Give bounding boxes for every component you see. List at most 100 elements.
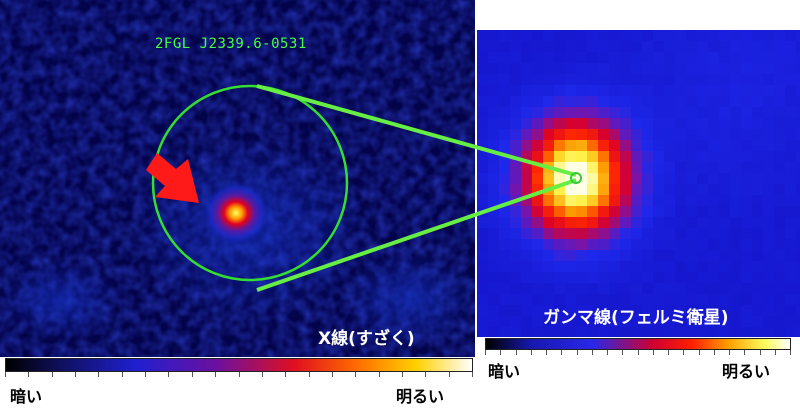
gamma-pixel bbox=[587, 41, 598, 52]
gamma-pixel bbox=[653, 250, 664, 261]
gamma-pixel bbox=[543, 162, 554, 173]
gamma-pixel bbox=[708, 118, 719, 129]
gamma-pixel bbox=[730, 206, 741, 217]
gamma-pixel bbox=[576, 327, 587, 337]
gamma-pixel bbox=[576, 283, 587, 294]
gamma-pixel bbox=[686, 283, 697, 294]
gamma-pixel bbox=[708, 250, 719, 261]
gamma-pixel bbox=[620, 217, 631, 228]
gamma-pixel bbox=[653, 41, 664, 52]
gamma-pixel bbox=[774, 305, 785, 316]
gamma-pixel bbox=[763, 228, 774, 239]
gamma-pixel bbox=[763, 151, 774, 162]
gamma-pixel bbox=[730, 140, 741, 151]
gamma-pixel bbox=[697, 184, 708, 195]
gamma-pixel bbox=[477, 195, 488, 206]
gamma-pixel bbox=[510, 250, 521, 261]
gamma-pixel bbox=[510, 184, 521, 195]
gamma-pixel bbox=[620, 261, 631, 272]
gamma-image-panel: ガンマ線(フェルミ衛星) bbox=[477, 30, 800, 337]
gamma-pixel bbox=[532, 30, 543, 41]
gamma-pixel bbox=[763, 184, 774, 195]
gamma-pixel bbox=[697, 151, 708, 162]
gamma-pixel bbox=[587, 151, 598, 162]
gamma-pixel bbox=[631, 129, 642, 140]
gamma-pixel bbox=[554, 107, 565, 118]
gamma-pixel bbox=[488, 107, 499, 118]
gamma-pixel bbox=[631, 162, 642, 173]
gamma-pixel bbox=[653, 173, 664, 184]
gamma-pixel bbox=[719, 173, 730, 184]
gamma-pixel bbox=[719, 294, 730, 305]
gamma-pixel bbox=[477, 184, 488, 195]
gamma-pixel bbox=[565, 250, 576, 261]
gamma-pixel bbox=[598, 63, 609, 74]
gamma-pixel bbox=[708, 74, 719, 85]
gamma-pixel bbox=[598, 250, 609, 261]
gamma-pixel bbox=[609, 63, 620, 74]
gamma-pixel bbox=[510, 272, 521, 283]
gamma-pixel bbox=[554, 63, 565, 74]
gamma-pixel bbox=[763, 261, 774, 272]
gamma-pixel bbox=[532, 85, 543, 96]
gamma-pixel bbox=[609, 74, 620, 85]
gamma-pixel bbox=[730, 162, 741, 173]
gamma-pixel bbox=[576, 228, 587, 239]
gamma-pixel bbox=[554, 74, 565, 85]
gamma-pixel bbox=[510, 41, 521, 52]
gamma-pixel bbox=[697, 327, 708, 337]
gamma-pixel bbox=[653, 305, 664, 316]
gamma-pixel bbox=[631, 118, 642, 129]
gamma-pixel bbox=[675, 96, 686, 107]
gamma-pixel bbox=[664, 217, 675, 228]
gamma-pixel bbox=[565, 63, 576, 74]
gamma-pixel bbox=[543, 52, 554, 63]
gamma-pixel bbox=[653, 30, 664, 41]
gamma-pixel bbox=[697, 162, 708, 173]
gamma-pixel bbox=[488, 162, 499, 173]
gamma-pixel bbox=[609, 52, 620, 63]
gamma-pixel bbox=[785, 173, 796, 184]
gamma-pixel bbox=[521, 217, 532, 228]
gamma-pixel bbox=[796, 283, 800, 294]
gamma-pixel bbox=[664, 316, 675, 327]
gamma-pixel bbox=[708, 283, 719, 294]
gamma-pixel bbox=[631, 140, 642, 151]
gamma-pixel bbox=[664, 250, 675, 261]
gamma-pixel bbox=[609, 206, 620, 217]
gamma-pixel bbox=[774, 85, 785, 96]
gamma-pixel bbox=[488, 151, 499, 162]
gamma-pixel bbox=[752, 261, 763, 272]
gamma-pixel bbox=[642, 261, 653, 272]
gamma-pixel bbox=[730, 305, 741, 316]
gamma-pixel bbox=[477, 85, 488, 96]
gamma-pixel bbox=[510, 173, 521, 184]
gamma-pixel bbox=[631, 305, 642, 316]
gamma-pixel bbox=[587, 195, 598, 206]
gamma-pixel bbox=[675, 283, 686, 294]
gamma-pixel bbox=[499, 228, 510, 239]
gamma-pixel bbox=[774, 129, 785, 140]
gamma-pixel bbox=[752, 272, 763, 283]
gamma-pixel bbox=[543, 239, 554, 250]
gamma-pixel bbox=[697, 316, 708, 327]
gamma-pixel bbox=[642, 107, 653, 118]
gamma-pixel bbox=[532, 217, 543, 228]
gamma-pixel bbox=[587, 272, 598, 283]
gamma-pixel bbox=[576, 118, 587, 129]
gamma-pixel bbox=[653, 140, 664, 151]
gamma-pixel bbox=[752, 151, 763, 162]
gamma-pixel bbox=[675, 52, 686, 63]
gamma-pixel bbox=[675, 118, 686, 129]
gamma-pixel bbox=[697, 217, 708, 228]
gamma-pixel bbox=[708, 228, 719, 239]
gamma-pixel bbox=[708, 85, 719, 96]
gamma-pixel bbox=[510, 283, 521, 294]
gamma-pixel bbox=[488, 63, 499, 74]
gamma-pixel bbox=[510, 118, 521, 129]
gamma-pixel bbox=[631, 52, 642, 63]
gamma-pixel bbox=[576, 140, 587, 151]
gamma-pixel bbox=[642, 283, 653, 294]
gamma-pixel bbox=[521, 294, 532, 305]
gamma-pixel bbox=[719, 327, 730, 337]
